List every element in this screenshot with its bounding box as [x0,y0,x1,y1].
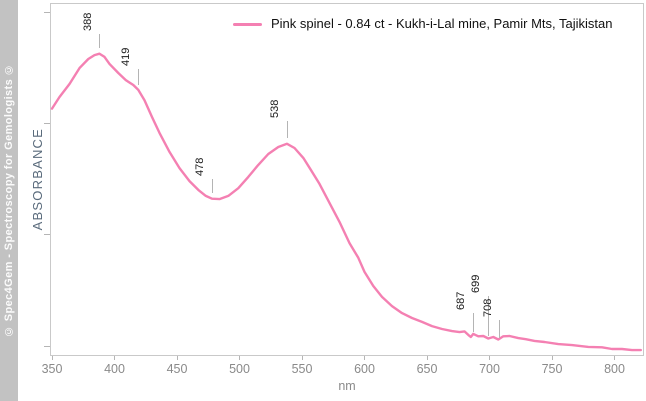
spectrum-curve [50,52,642,352]
x-tick-label: 400 [104,362,125,376]
peak-label-419: 419 [120,47,133,66]
x-tick-label: 650 [416,362,438,376]
x-tick-mark [51,356,53,360]
x-tick-label: 700 [479,362,500,376]
y-tick-mark [44,234,50,235]
peak-label-538: 538 [269,99,281,118]
legend-line-swatch [233,23,262,26]
peak-label-708: 708 [481,298,494,317]
x-axis-title: nm [338,379,356,393]
y-tick-mark [44,12,50,13]
x-tick-mark [176,356,178,360]
x-tick-mark [114,356,115,360]
x-tick-mark [364,356,365,360]
x-tick-mark [239,356,240,360]
x-tick-label: 500 [229,362,250,376]
x-tick-mark [614,356,615,360]
peak-label-388: 388 [81,12,94,31]
x-tick-label: 600 [354,362,375,376]
peak-label-478: 478 [194,157,206,176]
x-tick-mark [489,356,490,360]
peak-leader-line [472,313,474,332]
x-tick-label: 750 [541,362,563,376]
x-tick-label: 550 [291,362,313,376]
peak-leader-line [211,179,213,193]
y-tick-mark [44,346,50,347]
x-tick-label: 800 [604,362,625,376]
y-tick-mark [44,123,50,124]
x-tick-mark [551,356,553,360]
x-tick-mark [426,356,428,360]
x-tick-label: 450 [166,362,188,376]
plot-area [50,3,644,356]
watermark-strip: © Spec4Gem - Spectroscopy for Gemologist… [0,0,18,401]
legend-label: Pink spinel - 0.84 ct - Kukh-i-Lal mine,… [271,16,613,31]
peak-leader-line [499,320,500,338]
peak-leader-line [286,121,288,138]
peak-leader-line [487,296,489,336]
peak-label-687: 687 [455,291,468,310]
x-tick-mark [301,356,303,360]
peak-leader-line [99,34,100,48]
peak-leader-line [137,69,139,85]
peak-label-699: 699 [470,274,483,293]
x-tick-label: 350 [41,362,63,376]
